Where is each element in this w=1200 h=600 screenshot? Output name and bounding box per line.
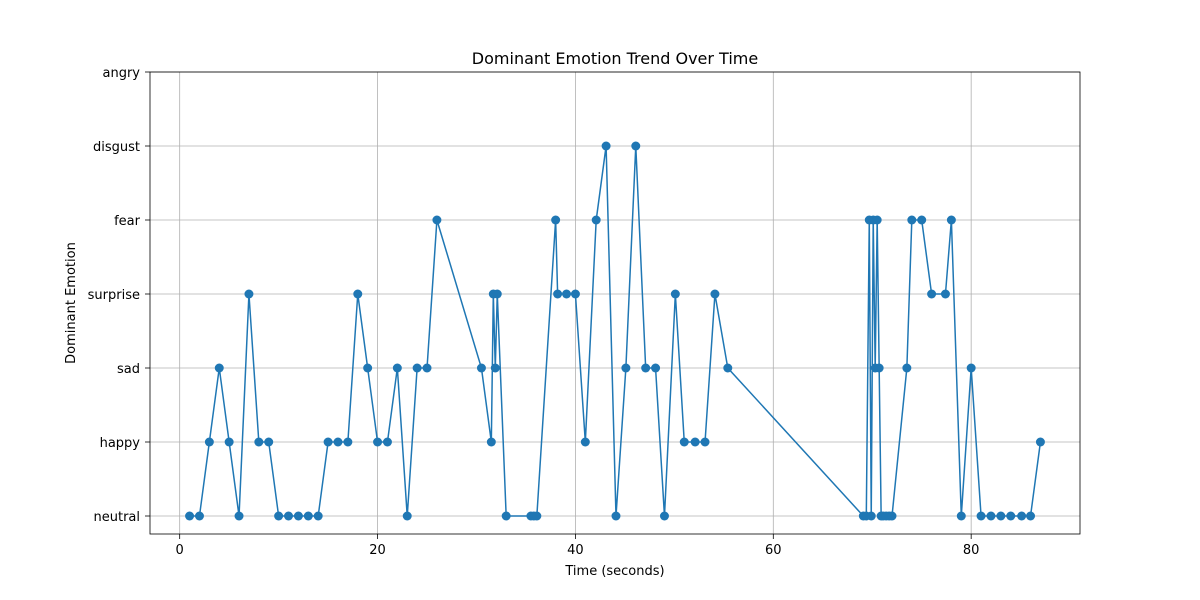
data-point — [866, 511, 876, 521]
y-tick-label: surprise — [88, 288, 140, 303]
data-point — [343, 437, 353, 447]
data-point — [293, 511, 303, 521]
data-point — [476, 363, 486, 373]
data-point — [659, 511, 669, 521]
data-point — [274, 511, 284, 521]
data-point — [946, 215, 956, 225]
data-point — [710, 289, 720, 299]
data-point — [224, 437, 234, 447]
data-point — [553, 289, 563, 299]
data-point — [303, 511, 313, 521]
y-tick-label: sad — [117, 362, 140, 377]
data-point — [591, 215, 601, 225]
data-point — [580, 437, 590, 447]
data-point — [363, 363, 373, 373]
x-tick-label: 20 — [369, 543, 386, 558]
x-tick-label: 80 — [963, 543, 980, 558]
series-line — [189, 145, 1042, 517]
data-point — [353, 289, 363, 299]
data-point — [244, 289, 254, 299]
data-point — [670, 289, 680, 299]
data-point — [996, 511, 1006, 521]
y-tick-label: happy — [100, 436, 141, 451]
data-point — [501, 511, 511, 521]
data-point — [907, 215, 917, 225]
x-axis-label: Time (seconds) — [564, 564, 664, 579]
data-point — [1017, 511, 1027, 521]
data-point — [679, 437, 689, 447]
data-point — [284, 511, 294, 521]
series-layer — [185, 141, 1045, 521]
data-point — [976, 511, 986, 521]
data-point — [313, 511, 323, 521]
data-point — [373, 437, 383, 447]
data-point — [874, 363, 884, 373]
data-point — [422, 363, 432, 373]
data-point — [700, 437, 710, 447]
y-tick-label: disgust — [93, 140, 140, 155]
data-point — [570, 289, 580, 299]
data-point — [323, 437, 333, 447]
ticks: 0 20 40 60 80 neutral happy sad surprise fear disg… — [88, 66, 980, 558]
data-point — [956, 511, 966, 521]
data-point — [927, 289, 937, 299]
data-point — [412, 363, 422, 373]
data-point — [1006, 511, 1016, 521]
data-point — [611, 511, 621, 521]
data-point — [1026, 511, 1036, 521]
data-point — [601, 141, 611, 151]
x-tick-label: 60 — [765, 543, 782, 558]
data-point — [432, 215, 442, 225]
data-point — [402, 511, 412, 521]
plot-frame — [149, 71, 1081, 535]
chart-title: Dominant Emotion Trend Over Time — [472, 49, 758, 68]
data-point — [562, 289, 572, 299]
data-point — [532, 511, 542, 521]
data-point — [723, 363, 733, 373]
data-point — [651, 363, 661, 373]
data-point — [194, 511, 204, 521]
data-point — [690, 437, 700, 447]
x-tick-label: 0 — [176, 543, 184, 558]
data-point — [940, 289, 950, 299]
data-point — [333, 437, 343, 447]
data-point — [185, 511, 195, 521]
y-tick-label: angry — [103, 66, 141, 81]
y-tick-label: neutral — [94, 510, 141, 525]
y-axis-label: Dominant Emotion — [64, 242, 79, 364]
data-point — [392, 363, 402, 373]
data-point — [382, 437, 392, 447]
y-tick-label: fear — [114, 214, 141, 229]
data-point — [234, 511, 244, 521]
data-point — [254, 437, 264, 447]
data-point — [631, 141, 641, 151]
data-point — [621, 363, 631, 373]
data-point — [902, 363, 912, 373]
data-point — [264, 437, 274, 447]
x-tick-label: 40 — [567, 543, 584, 558]
data-point — [872, 215, 882, 225]
data-point — [490, 363, 500, 373]
data-point — [887, 511, 897, 521]
data-point — [641, 363, 651, 373]
data-point — [1035, 437, 1045, 447]
data-point — [917, 215, 927, 225]
data-point — [214, 363, 224, 373]
data-point — [204, 437, 214, 447]
data-point — [492, 289, 502, 299]
data-point — [551, 215, 561, 225]
data-point — [486, 437, 496, 447]
data-point — [986, 511, 996, 521]
data-point — [966, 363, 976, 373]
